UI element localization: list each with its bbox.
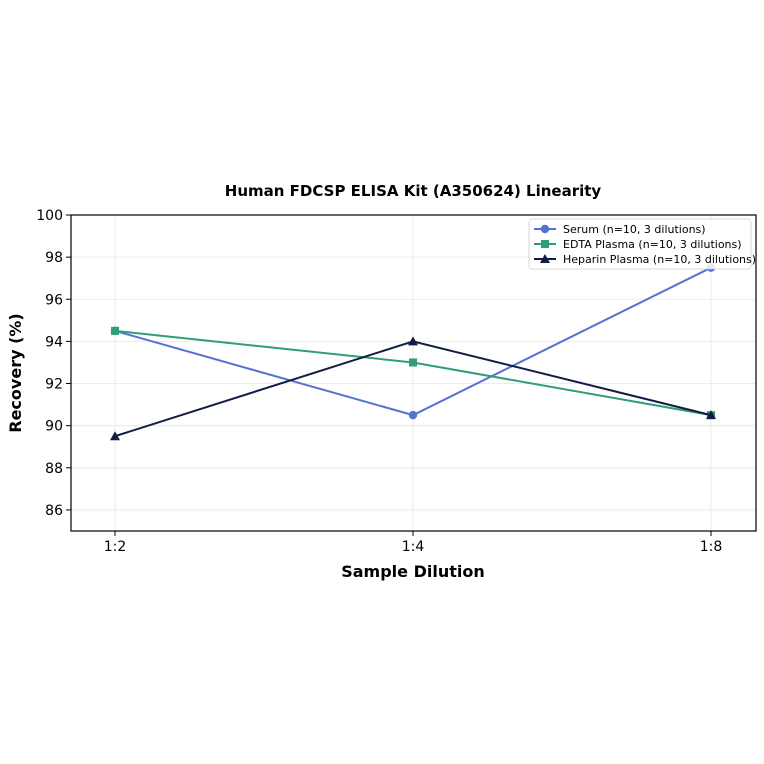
- legend-swatch-marker: [540, 224, 550, 234]
- y-axis-label: Recovery (%): [6, 313, 25, 432]
- legend-item-3: Heparin Plasma (n=10, 3 dilutions): [534, 253, 756, 266]
- series-layer: [110, 263, 716, 441]
- x-axis-label: Sample Dilution: [341, 562, 485, 581]
- legend: Serum (n=10, 3 dilutions) EDTA Plasma (n=…: [528, 218, 756, 270]
- chart-title: Human FDCSP ELISA Kit (A350624) Linearit…: [225, 182, 602, 200]
- legend-item-2: EDTA Plasma (n=10, 3 dilutions): [534, 238, 742, 251]
- axis-ticks: 86 88 90 92 94 96 98 100 1:2 1:4 1:8: [36, 208, 722, 555]
- legend-label: Heparin Plasma (n=10, 3 dilutions): [563, 253, 756, 266]
- legend-swatch-marker: [540, 254, 550, 263]
- y-tick-label: 86: [45, 503, 63, 519]
- y-tick-label: 88: [45, 461, 63, 477]
- legend-label: Serum (n=10, 3 dilutions): [563, 223, 706, 236]
- x-tick-label: 1:2: [104, 539, 127, 555]
- data-point: [706, 410, 716, 420]
- data-point: [111, 326, 119, 335]
- x-tick-label: 1:4: [402, 539, 425, 555]
- data-point: [110, 431, 120, 441]
- legend-swatch-marker: [541, 240, 549, 248]
- data-point: [408, 336, 418, 346]
- y-tick-label: 98: [45, 250, 63, 266]
- legend-label: EDTA Plasma (n=10, 3 dilutions): [563, 238, 742, 251]
- series-3: [110, 336, 716, 441]
- y-tick-label: 90: [45, 419, 63, 435]
- y-tick-label: 94: [45, 334, 63, 350]
- legend-item-1: Serum (n=10, 3 dilutions): [534, 223, 706, 236]
- y-tick-label: 100: [36, 208, 63, 224]
- x-tick-label: 1:8: [700, 539, 723, 555]
- data-point: [409, 358, 417, 367]
- data-point: [408, 410, 418, 420]
- y-tick-label: 96: [45, 292, 63, 308]
- legend-box: [528, 218, 752, 270]
- y-tick-label: 92: [45, 377, 63, 393]
